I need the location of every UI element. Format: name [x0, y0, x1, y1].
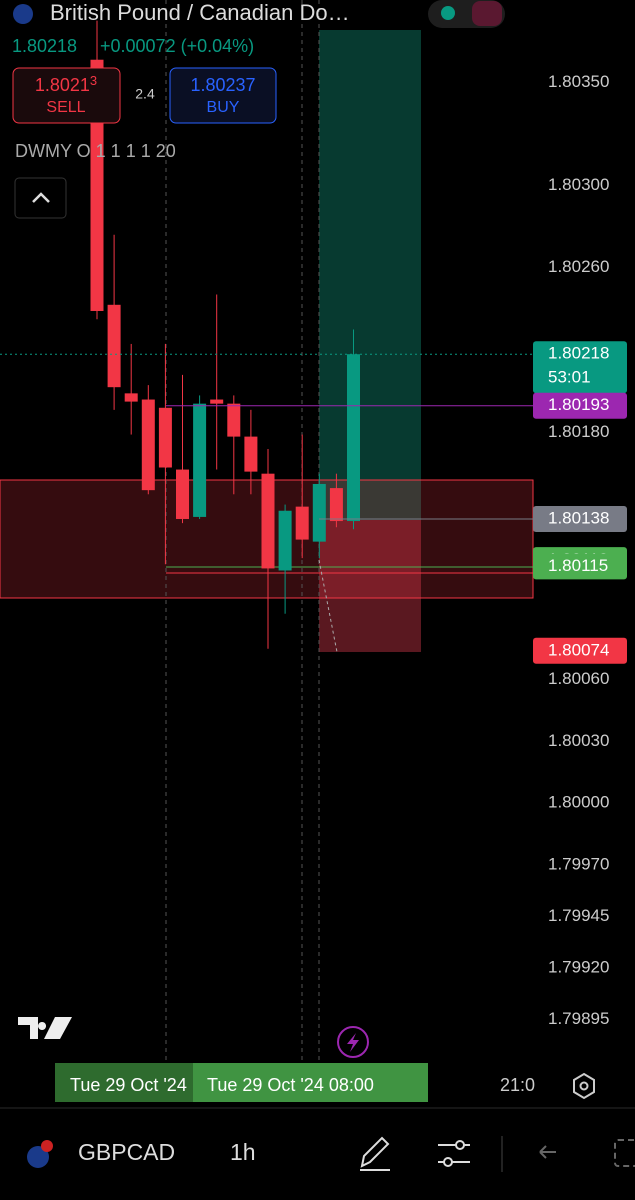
- arrow: [318, 559, 338, 653]
- flag-icon: [41, 1140, 53, 1152]
- candle-body: [261, 473, 275, 569]
- settings-sliders[interactable]: [438, 1144, 470, 1163]
- sell-price-small: 3: [90, 73, 97, 88]
- x-label: Tue 29 Oct '24: [70, 1075, 187, 1095]
- price-tag-label: 1.80218: [548, 344, 609, 363]
- price-change: +0.00072 (+0.04%): [100, 36, 254, 56]
- symbol[interactable]: GBPCAD: [78, 1139, 175, 1165]
- candle-body: [107, 304, 121, 388]
- spread: 2.4: [135, 86, 155, 102]
- buy-label: BUY: [207, 99, 240, 116]
- flag-icon: [13, 4, 33, 24]
- lightning-icon: [347, 1033, 359, 1052]
- y-tick-label: 1.80000: [548, 793, 609, 812]
- indicator-label: DWMY O 1 1 1 1 20: [15, 141, 176, 161]
- y-tick-label: 1.80060: [548, 669, 609, 688]
- price-tag: [533, 505, 627, 532]
- interval[interactable]: 1h: [230, 1139, 256, 1165]
- slider-knob: [455, 1140, 465, 1150]
- fullscreen-icon[interactable]: [614, 1139, 635, 1167]
- y-tick-label: 1.79970: [548, 854, 609, 873]
- plot: 1.80350 1.80300 1.80260 1.80180 1.80060 1.800…: [0, 20, 627, 1028]
- y-tick-label: 1.80030: [548, 731, 609, 750]
- buy-button[interactable]: [169, 67, 277, 124]
- price-tag-label: 1.80074: [548, 640, 609, 659]
- price-tag-label: 1.80138: [548, 508, 609, 527]
- lightning-button[interactable]: [337, 1026, 369, 1058]
- symbol-title: British Pound / Canadian Do…: [50, 0, 350, 25]
- status-dot: [441, 6, 455, 20]
- sell-price-main: 1.8021: [35, 75, 90, 95]
- chevron-icon: [32, 192, 50, 203]
- long-profit-zone: [319, 30, 421, 520]
- candle-body: [278, 510, 292, 571]
- last-price: 1.80218: [12, 36, 77, 56]
- price-tag: [533, 553, 627, 580]
- sell-price: 1.80213: [35, 73, 97, 94]
- y-tick-label: 1.79895: [548, 1009, 609, 1028]
- candle-body: [176, 469, 189, 519]
- x-label: Tue 29 Oct '24 08:00: [207, 1075, 374, 1095]
- y-tick-label: 1.79920: [548, 957, 609, 976]
- sell-button[interactable]: [12, 67, 121, 124]
- candle-body: [193, 403, 207, 517]
- y-tick-label: 1.80350: [548, 72, 609, 91]
- draw-icon[interactable]: [360, 1136, 390, 1171]
- price-tag-label: 1.80193: [548, 395, 609, 414]
- candle-body: [347, 354, 360, 522]
- y-tick-label: 1.79945: [548, 906, 609, 925]
- countdown: 53:01: [548, 368, 591, 387]
- candle-body: [244, 436, 258, 472]
- candle-body: [312, 483, 326, 542]
- price-tag: [533, 392, 627, 419]
- candle-body: [227, 403, 241, 437]
- candle-body: [124, 393, 138, 402]
- price-tag-label: 1.80115: [548, 556, 608, 575]
- settings-icon-dot: [579, 1081, 589, 1091]
- price-tag: [533, 637, 627, 664]
- sell-label: SELL: [46, 99, 85, 116]
- candle-body: [141, 399, 155, 491]
- settings-icon[interactable]: [573, 1072, 595, 1100]
- tv-logo: [18, 1017, 72, 1039]
- y-tick-label: 1.80180: [548, 422, 609, 441]
- long-loss-zone: [319, 520, 421, 652]
- time-range: [193, 1063, 428, 1102]
- icon: [472, 1, 502, 26]
- flag-icon: [27, 1146, 49, 1168]
- slider-knob: [443, 1157, 453, 1167]
- buy-price: 1.80237: [190, 75, 255, 95]
- y-tick-label: 1.80300: [548, 175, 609, 194]
- candle-body: [329, 488, 343, 522]
- candle-body: [210, 399, 224, 404]
- price-tag: [533, 341, 627, 394]
- collapse-button[interactable]: [14, 177, 67, 219]
- candle-body: [158, 407, 172, 468]
- x-label: 21:0: [500, 1075, 535, 1095]
- candle-body: [295, 506, 309, 540]
- undo-icon[interactable]: [539, 1145, 556, 1159]
- y-tick-label: 1.80260: [548, 257, 609, 276]
